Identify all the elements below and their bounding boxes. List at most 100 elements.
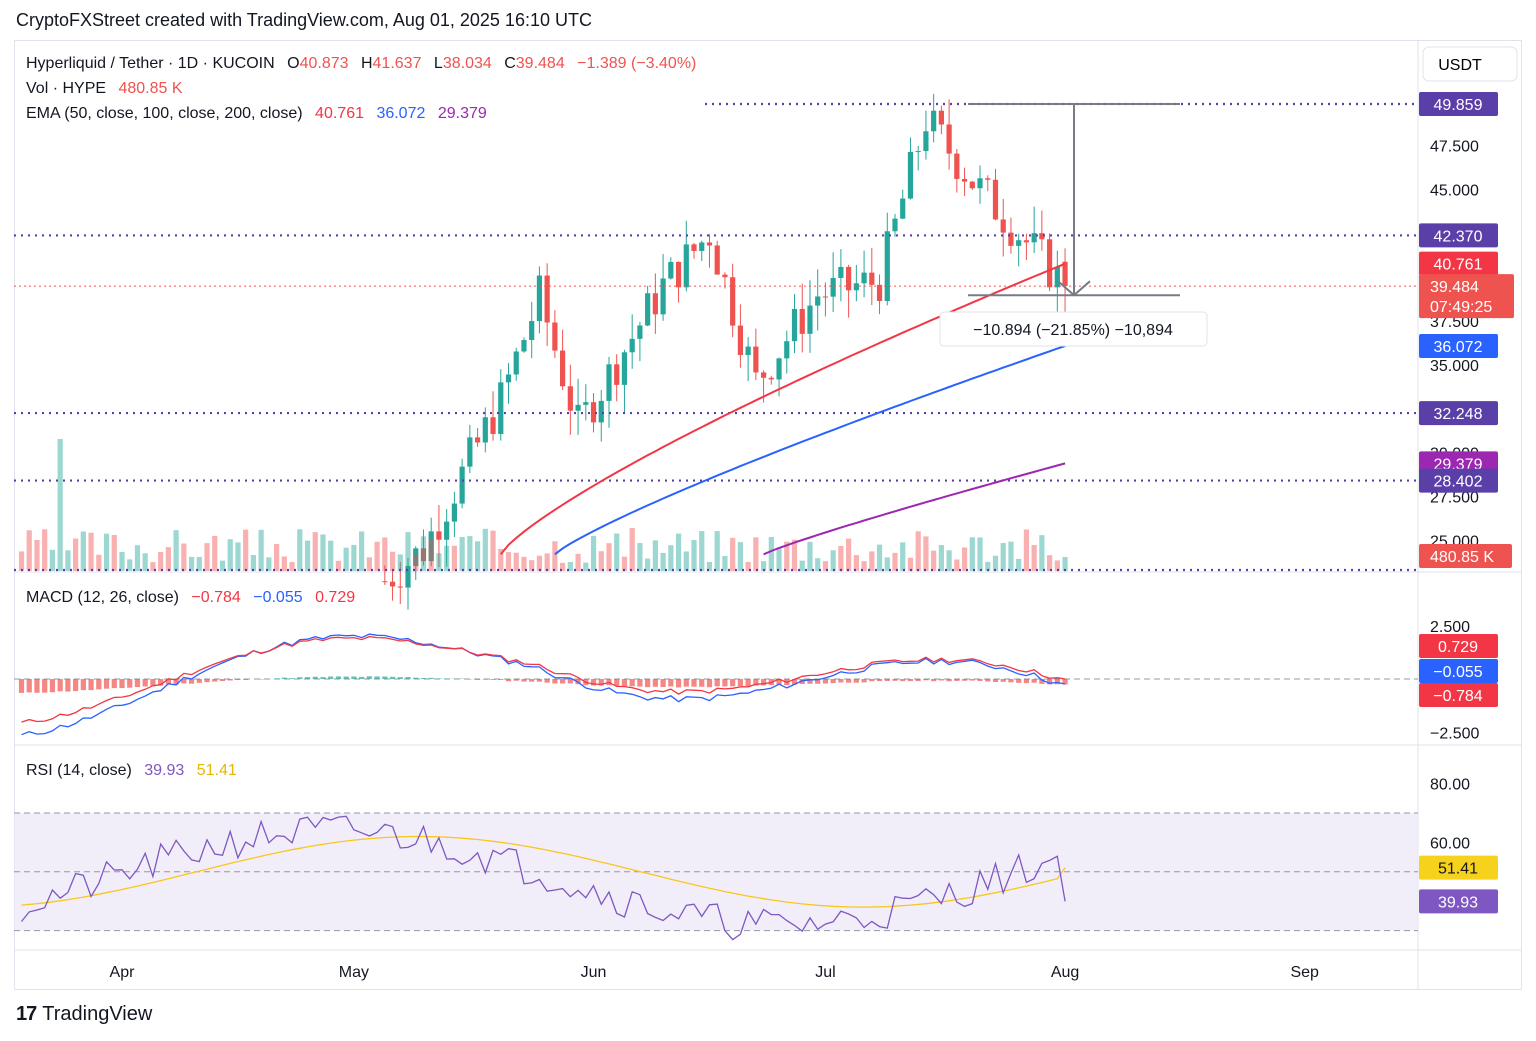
candle-body (954, 153, 960, 179)
macd-histogram-bar (846, 679, 852, 683)
volume-bar (374, 541, 380, 571)
macd-histogram-bar (776, 679, 782, 685)
macd-histogram-bar (954, 679, 960, 681)
legend-row-ema: EMA (50, close, 100, close, 200, close) … (26, 105, 487, 122)
candle-body (529, 321, 535, 341)
macd-histogram-bar (304, 677, 311, 679)
candle (444, 509, 450, 567)
volume-bar (320, 534, 326, 571)
macd-histogram-bar (57, 679, 63, 692)
macd-histogram-bar (923, 679, 929, 681)
candle (1054, 250, 1060, 315)
volume-bar (529, 560, 535, 571)
candle (815, 269, 821, 331)
candle-body (490, 417, 496, 434)
candle (730, 263, 736, 338)
macd-histogram-bar (49, 679, 56, 693)
volume-bar (876, 544, 883, 571)
currency-button[interactable] (1422, 46, 1518, 82)
macd-histogram-bar (830, 679, 836, 684)
candle-body (900, 198, 906, 219)
macd-histogram-bar (513, 679, 519, 681)
macd-histogram-bar (413, 677, 419, 679)
candle (567, 364, 573, 435)
volume-bar (629, 528, 635, 571)
candle (768, 375, 774, 385)
macd-histogram-bar (482, 679, 488, 680)
candle-body (822, 296, 829, 298)
macd-signal-line (21, 635, 1066, 723)
candle (900, 189, 906, 220)
candle (876, 274, 883, 315)
macd-histogram-bar (343, 676, 349, 679)
candle-body (861, 272, 867, 284)
candle (915, 145, 921, 171)
candle (884, 212, 890, 306)
volume-bar (235, 542, 241, 571)
candle-body (606, 364, 612, 401)
countdown-timer: 07:49:25 (1430, 299, 1492, 316)
candle-body (444, 521, 450, 540)
rsi-axis-badge-bg (1419, 855, 1498, 880)
candle (737, 304, 743, 368)
volume-bar (737, 542, 743, 571)
volume-bar (467, 536, 473, 571)
macd-histogram-bar (722, 679, 728, 687)
macd-histogram-bar (730, 679, 736, 687)
volume-bar (1016, 558, 1022, 571)
volume-bar (552, 541, 558, 571)
candle (428, 517, 434, 567)
macd-axis-badge-bg (1419, 683, 1498, 707)
volume-bar (675, 533, 682, 571)
macd-histogram-bar (274, 678, 280, 679)
macd-histogram-bar (645, 679, 651, 688)
volume-bar (853, 555, 859, 571)
volume-bar (382, 537, 388, 571)
macd-histogram-bar (181, 679, 187, 684)
macd-histogram-bar (931, 679, 937, 682)
candle (745, 337, 751, 382)
macd-histogram-bar (915, 679, 921, 682)
macd-histogram-bar (505, 679, 512, 682)
volume-bar (289, 562, 295, 571)
volume-bar (977, 537, 983, 571)
candle (474, 428, 481, 447)
candle (691, 242, 697, 259)
candle (791, 294, 798, 354)
volume-bar (892, 552, 898, 571)
candle-body (675, 261, 682, 288)
candle-body (498, 382, 504, 434)
macd-histogram-bar (335, 676, 342, 679)
candle-body (645, 293, 651, 326)
candle (413, 546, 419, 580)
macd-histogram-bar (73, 679, 79, 692)
time-axis-label: Aug (1051, 964, 1079, 981)
price-axis-badge: 28.402 (1434, 474, 1483, 491)
macd-histogram-bar (652, 679, 658, 687)
candle-body (992, 179, 999, 220)
macd-histogram-bar (436, 678, 442, 679)
candle-body (737, 325, 743, 356)
volume-bar (521, 556, 527, 571)
volume-bar (954, 559, 960, 571)
candle-body (760, 372, 767, 378)
volume-bar (359, 531, 365, 571)
volume-bar (366, 557, 372, 571)
candle-body (389, 581, 396, 587)
candle (969, 180, 975, 190)
chart-frame (14, 40, 1522, 990)
last-price-badge-bg (1419, 274, 1514, 319)
candle (853, 264, 859, 302)
footer-brand: 17 TradingView (16, 1003, 152, 1026)
volume-bar (111, 534, 117, 571)
candle-body (706, 242, 713, 246)
candle (784, 330, 790, 374)
volume-bar (768, 537, 774, 571)
macd-histogram-bar (969, 679, 975, 681)
volume-bar (26, 530, 32, 571)
macd-histogram-bar (366, 676, 372, 679)
candle-body (722, 274, 728, 278)
candle-body (397, 586, 403, 588)
volume-bar (405, 532, 411, 571)
